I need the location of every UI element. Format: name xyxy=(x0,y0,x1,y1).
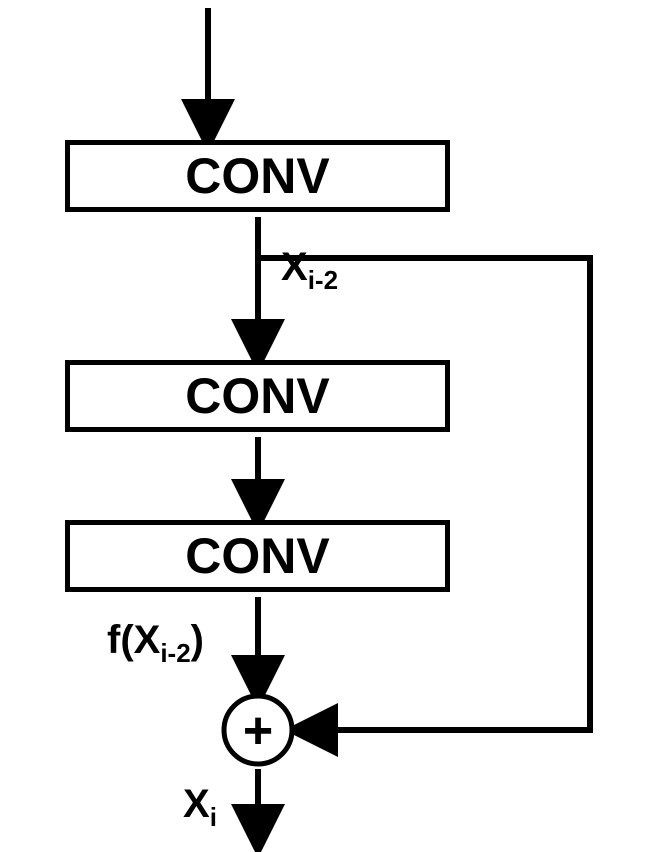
conv-label-2: CONV xyxy=(185,367,329,425)
conv-box-1: CONV xyxy=(65,140,450,212)
label-x-i: Xi xyxy=(183,782,217,833)
label-x-i-minus-2: Xi-2 xyxy=(281,245,338,296)
conv-box-3: CONV xyxy=(65,520,450,592)
label-f-x-i-minus-2: f(Xi-2) xyxy=(107,618,204,669)
conv-label-3: CONV xyxy=(185,527,329,585)
conv-box-2: CONV xyxy=(65,360,450,432)
conv-label-1: CONV xyxy=(185,147,329,205)
residual-block-diagram: + CONV CONV CONV Xi-2 f(Xi-2) Xi xyxy=(0,0,657,852)
adder-plus: + xyxy=(243,702,273,760)
skip-connection xyxy=(282,258,590,730)
